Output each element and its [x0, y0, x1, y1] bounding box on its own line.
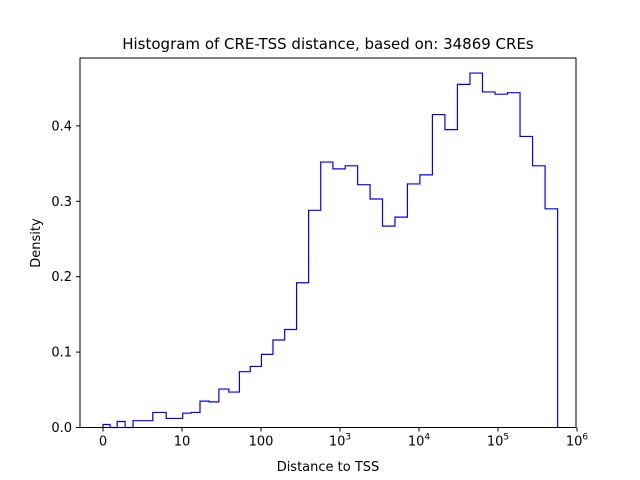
- x-tick-label: 105: [487, 433, 509, 450]
- chart-title: Histogram of CRE-TSS distance, based on:…: [122, 35, 534, 53]
- y-tick-label: 0.2: [51, 270, 72, 285]
- y-tick-label: 0.4: [51, 119, 72, 134]
- x-tick-label: 106: [566, 433, 589, 450]
- x-axis-ticks: 0 10 100 103 104 105 106: [99, 427, 589, 450]
- x-axis-title: Distance to TSS: [277, 460, 380, 475]
- y-tick-label: 0.1: [51, 346, 72, 361]
- x-tick-label: 104: [408, 433, 431, 450]
- y-tick-label: 0.0: [51, 421, 72, 436]
- x-tick-label: 103: [329, 433, 351, 450]
- plot-area: [80, 58, 576, 428]
- y-axis-title: Density: [29, 218, 44, 268]
- x-tick-label: 100: [249, 435, 274, 450]
- y-tick-label: 0.3: [51, 195, 72, 210]
- x-tick-label: 0: [99, 435, 107, 450]
- y-axis-ticks: 0.0 0.1 0.2 0.3 0.4: [51, 119, 80, 436]
- plot-frame: [79, 57, 577, 428]
- histogram-step-line: [102, 72, 559, 429]
- x-tick-label: 10: [174, 435, 191, 450]
